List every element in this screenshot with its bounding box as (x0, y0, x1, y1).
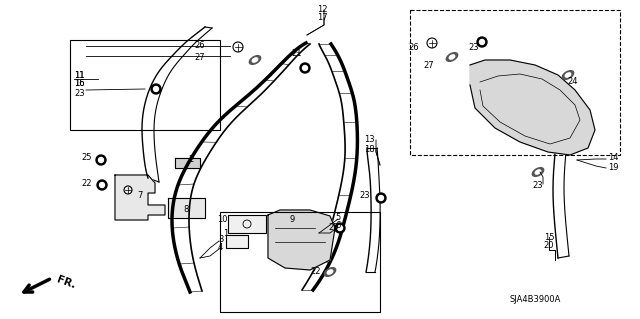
Text: 16: 16 (74, 79, 84, 88)
Ellipse shape (565, 73, 571, 77)
Text: 27: 27 (424, 61, 434, 70)
Text: 25: 25 (328, 222, 339, 232)
Text: 6: 6 (335, 221, 340, 231)
Bar (410, 10, 620, 155)
Text: 7: 7 (138, 191, 143, 201)
Text: 20: 20 (544, 241, 554, 250)
Bar (220, 212, 380, 312)
Circle shape (479, 40, 484, 44)
Polygon shape (168, 198, 205, 218)
Ellipse shape (535, 170, 541, 174)
Text: 5: 5 (335, 213, 340, 222)
Circle shape (335, 223, 345, 233)
Text: 22: 22 (81, 179, 92, 188)
Text: 2: 2 (188, 155, 193, 165)
Text: 13: 13 (364, 136, 375, 145)
Text: 15: 15 (544, 234, 554, 242)
Ellipse shape (563, 70, 573, 79)
Text: 11: 11 (74, 70, 84, 79)
Text: 23: 23 (360, 190, 370, 199)
Circle shape (300, 63, 310, 73)
Circle shape (303, 65, 307, 70)
Text: 21: 21 (291, 48, 302, 57)
Circle shape (337, 226, 342, 231)
Text: 12: 12 (317, 5, 327, 14)
Polygon shape (115, 175, 165, 220)
Text: 25: 25 (81, 152, 92, 161)
Text: FR.: FR. (55, 274, 77, 290)
Ellipse shape (324, 268, 336, 276)
Text: 1: 1 (223, 228, 228, 238)
Ellipse shape (532, 168, 544, 176)
Text: 23: 23 (468, 42, 479, 51)
Circle shape (99, 182, 104, 188)
Text: 14: 14 (608, 153, 618, 162)
Circle shape (376, 193, 386, 203)
Text: 26: 26 (408, 42, 419, 51)
Text: SJA4B3900A: SJA4B3900A (509, 295, 561, 305)
Ellipse shape (446, 53, 458, 61)
Text: 8: 8 (183, 204, 189, 213)
Circle shape (96, 155, 106, 165)
Text: 24: 24 (567, 78, 577, 86)
Circle shape (477, 37, 487, 47)
Text: 23: 23 (532, 181, 543, 189)
Text: 4: 4 (218, 243, 223, 253)
Circle shape (378, 196, 383, 201)
Circle shape (99, 158, 104, 162)
Text: 22: 22 (310, 266, 321, 276)
Circle shape (97, 180, 107, 190)
Polygon shape (470, 60, 595, 155)
Polygon shape (268, 210, 335, 270)
Text: 27: 27 (195, 54, 205, 63)
Text: 3: 3 (218, 235, 223, 244)
Polygon shape (175, 158, 200, 168)
Ellipse shape (449, 55, 455, 59)
Text: 18: 18 (364, 145, 375, 153)
Ellipse shape (250, 56, 260, 64)
Circle shape (151, 84, 161, 94)
Ellipse shape (252, 58, 258, 62)
Text: 23: 23 (74, 88, 84, 98)
Circle shape (154, 86, 159, 92)
Text: 9: 9 (290, 216, 295, 225)
Text: 10: 10 (218, 216, 228, 225)
Text: 26: 26 (195, 41, 205, 49)
Bar (226, 235, 248, 248)
Ellipse shape (327, 270, 333, 274)
Text: 16: 16 (74, 79, 84, 88)
Text: 11: 11 (74, 70, 84, 79)
Text: 17: 17 (317, 13, 327, 23)
Text: 19: 19 (608, 162, 618, 172)
Bar (228, 215, 266, 233)
Bar (70, 40, 220, 130)
